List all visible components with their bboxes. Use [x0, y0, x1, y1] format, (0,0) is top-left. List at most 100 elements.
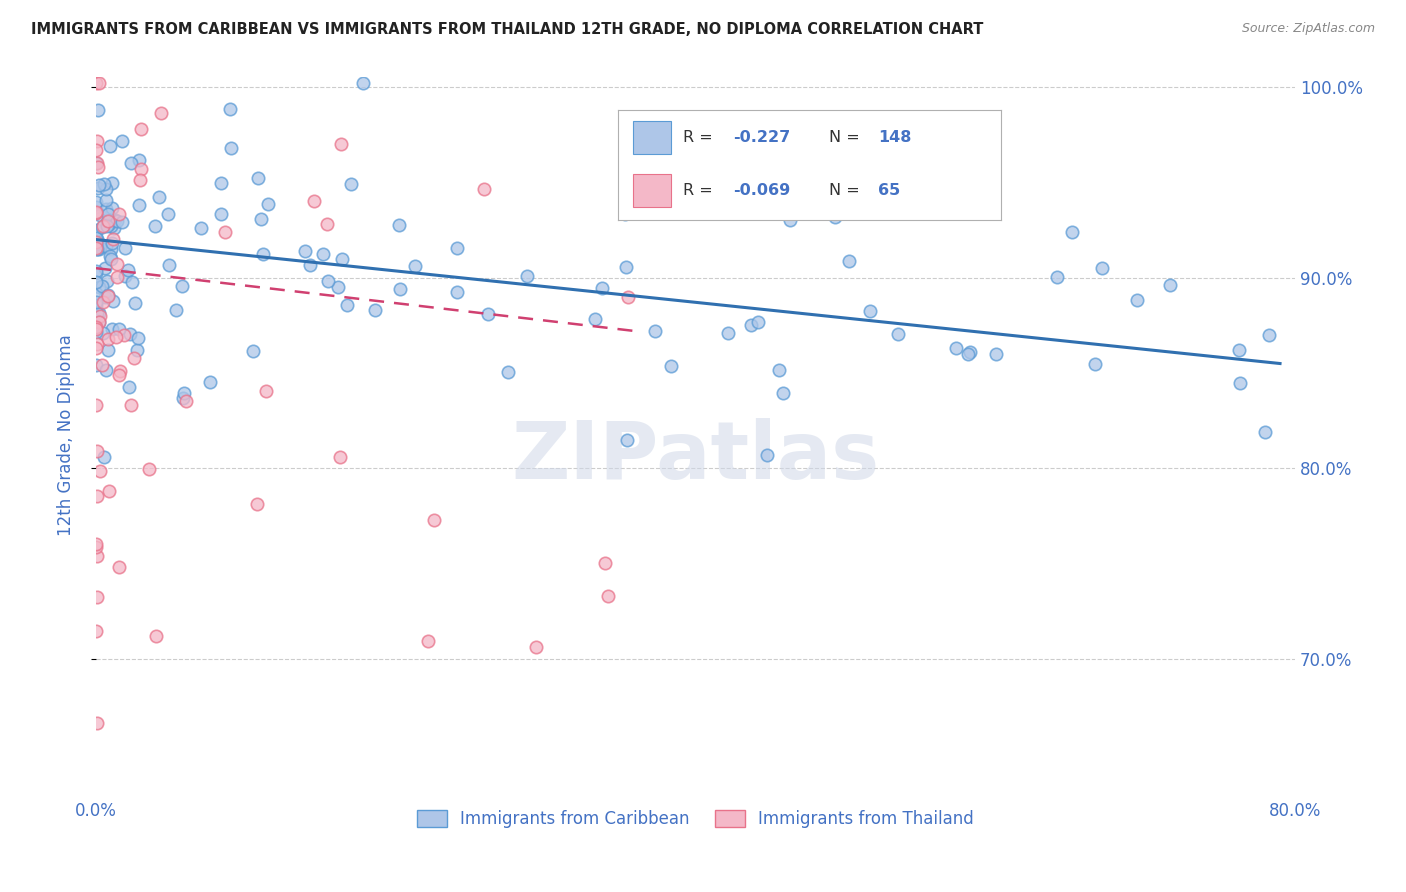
Point [1046, 269, 1069, 284]
Point [89, 315, 111, 329]
Point [117, 263, 139, 277]
Point [84, 241, 107, 255]
Point [87, 103, 110, 117]
Point [128, 153, 150, 167]
Point [84, 398, 107, 412]
Point [644, 324, 666, 338]
Point [118, 380, 141, 394]
Point [779, 212, 801, 227]
Point [97, 207, 120, 221]
Point [86, 624, 108, 638]
Point [209, 206, 232, 220]
Point [124, 296, 146, 310]
Point [84, 235, 107, 250]
Point [472, 182, 495, 196]
Point [86, 240, 108, 254]
Point [336, 298, 359, 312]
Point [959, 344, 981, 359]
Point [84, 155, 107, 169]
Point [659, 359, 682, 374]
Point [87, 236, 110, 251]
Point [110, 364, 132, 378]
Point [94, 290, 117, 304]
Point [984, 346, 1007, 360]
Point [157, 259, 180, 273]
Point [91, 219, 114, 234]
Point [104, 330, 127, 344]
Point [172, 391, 194, 405]
Point [120, 398, 142, 412]
Point [838, 254, 860, 268]
Point [87, 180, 110, 194]
Point [98, 483, 121, 498]
Point [105, 257, 128, 271]
Point [768, 362, 790, 376]
Point [173, 386, 195, 401]
Point [94, 202, 117, 216]
Point [89, 76, 111, 90]
Point [1229, 376, 1251, 390]
Point [87, 280, 110, 294]
Point [86, 715, 108, 730]
Point [143, 219, 166, 233]
Point [101, 202, 124, 216]
Point [84, 540, 107, 554]
Point [108, 560, 131, 574]
Point [86, 321, 108, 335]
Point [747, 316, 769, 330]
Point [1254, 425, 1277, 439]
Point [114, 268, 136, 283]
Point [174, 394, 197, 409]
Point [97, 332, 120, 346]
Point [84, 230, 107, 244]
Point [112, 328, 135, 343]
Point [616, 290, 638, 304]
Point [214, 225, 236, 239]
Point [145, 629, 167, 643]
Point [339, 178, 361, 192]
Point [100, 252, 122, 266]
Point [84, 205, 107, 219]
Point [156, 207, 179, 221]
Point [101, 293, 124, 308]
Point [247, 170, 270, 185]
Point [97, 214, 120, 228]
Point [84, 275, 107, 289]
Point [388, 218, 411, 232]
Point [105, 270, 128, 285]
Point [94, 363, 117, 377]
Point [101, 322, 124, 336]
Point [595, 556, 617, 570]
Point [94, 261, 117, 276]
Point [86, 156, 108, 170]
Point [717, 326, 740, 340]
Point [246, 497, 269, 511]
Point [956, 202, 979, 217]
Point [103, 221, 125, 235]
Point [100, 176, 122, 190]
Point [242, 344, 264, 359]
Point [591, 281, 613, 295]
Point [94, 194, 117, 208]
Point [311, 246, 333, 260]
Legend: Immigrants from Caribbean, Immigrants from Thailand: Immigrants from Caribbean, Immigrants fr… [411, 803, 980, 834]
Point [87, 235, 110, 249]
Point [84, 325, 107, 339]
Point [87, 315, 110, 329]
Point [94, 182, 117, 196]
Point [91, 326, 114, 340]
Point [96, 219, 118, 234]
Point [363, 302, 385, 317]
Point [404, 259, 426, 273]
Point [1084, 357, 1107, 371]
Point [98, 249, 121, 263]
Point [84, 242, 107, 256]
Point [170, 279, 193, 293]
Point [252, 246, 274, 260]
Point [257, 197, 280, 211]
Point [84, 266, 107, 280]
Point [86, 242, 108, 256]
Point [219, 141, 242, 155]
Point [91, 278, 114, 293]
Point [254, 384, 277, 398]
